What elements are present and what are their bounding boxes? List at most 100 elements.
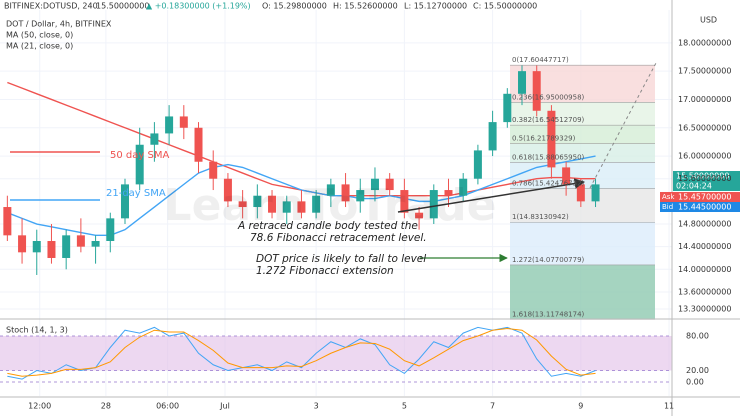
y-tick-label: 14.80000000 xyxy=(678,220,731,229)
countdown: 02:04:24 xyxy=(676,182,712,191)
candle-body xyxy=(415,212,424,219)
candle-body xyxy=(282,201,291,213)
symbol: BITFINEX:DOTUSD, 240 xyxy=(4,2,98,11)
pair: DOT / Dollar, 4h, BITFINEX xyxy=(6,20,112,29)
y-tick-label: 13.30000000 xyxy=(678,304,731,313)
candle-body xyxy=(326,184,335,196)
x-tick-label: 5 xyxy=(402,402,407,411)
candle-body xyxy=(488,122,497,151)
candle-body xyxy=(209,161,218,179)
fib-label: 1.618(13.11748174) xyxy=(512,310,585,318)
fib-zone xyxy=(510,125,655,144)
candle-body xyxy=(194,127,203,162)
y-tick-label: 14.40000000 xyxy=(678,242,731,251)
fib-zone xyxy=(510,264,655,320)
x-tick-label: 9 xyxy=(578,402,583,411)
candle-body xyxy=(547,110,556,168)
high: H: 15.52600000 xyxy=(333,2,398,11)
candle-body xyxy=(120,184,129,219)
y-tick-label: 16.50000000 xyxy=(678,123,731,132)
candle-body xyxy=(150,133,159,145)
candle-body xyxy=(106,218,115,241)
bid-value: 15.44500000 xyxy=(678,203,731,212)
watermark: LearnToTrade xyxy=(164,180,497,231)
annotation: 21-day SMA xyxy=(106,188,166,199)
candle-body xyxy=(400,190,409,213)
price-tag xyxy=(673,171,740,191)
fib-label: 0.618(15.88065950) xyxy=(512,153,585,161)
candle-body xyxy=(62,235,71,258)
stoch-tick-label: 80.00 xyxy=(686,331,709,340)
close: C: 15.50000000 xyxy=(473,2,537,11)
x-tick-label: 06:00 xyxy=(156,402,179,411)
header: BITFINEX:DOTUSD, 240 15.50000000 ▲ +0.18… xyxy=(4,2,717,51)
y-tick-label: 18.00000000 xyxy=(678,38,731,47)
legend-ma21: MA (21, close, 0) xyxy=(6,42,73,51)
candle-body xyxy=(268,195,277,213)
legend-ma50: MA (50, close, 0) xyxy=(6,31,73,40)
y-tick-label: 16.00000000 xyxy=(678,152,731,161)
candle-body xyxy=(503,93,512,123)
annotation: 50 day SMA xyxy=(110,150,169,161)
y-tick-label: 17.00000000 xyxy=(678,95,731,104)
x-tick-label: 12:00 xyxy=(28,402,51,411)
candle-body xyxy=(370,178,379,191)
candle-body xyxy=(341,184,350,202)
last: 15.50000000 xyxy=(96,2,149,11)
stoch-tick-label: 20.00 xyxy=(686,366,709,375)
stoch-band xyxy=(0,335,672,371)
y-tick-label: 17.50000000 xyxy=(678,67,731,76)
y-tick-label: 15.60000000 xyxy=(678,174,731,183)
candle-body xyxy=(18,235,27,253)
candle-body xyxy=(591,184,600,202)
candle-body xyxy=(385,178,394,191)
candle-body xyxy=(297,201,306,213)
arrow xyxy=(397,178,586,213)
fib-zone xyxy=(510,102,655,126)
background xyxy=(0,10,672,396)
fib-label: 1(14.83130942) xyxy=(512,213,569,221)
bid-label: Bid xyxy=(662,203,673,211)
price-tag-text: 15.50000000 xyxy=(676,172,729,181)
candle-body xyxy=(518,71,527,94)
candle-body xyxy=(444,190,453,196)
candle-body xyxy=(32,241,41,253)
currency: USD xyxy=(700,16,717,25)
x-tick-label: 3 xyxy=(314,402,319,411)
candle-body xyxy=(253,195,262,208)
fib-label: 0.5(16.21789329) xyxy=(512,135,576,143)
candle-body xyxy=(532,71,541,111)
fib-label: 0.236(16.95000958) xyxy=(512,93,585,101)
fib-label: 1.272(14.07700779) xyxy=(512,256,585,264)
candle-body xyxy=(356,190,365,202)
candle-body xyxy=(179,116,188,128)
candle-body xyxy=(312,195,321,213)
candle-body xyxy=(91,241,100,247)
x-tick-label: 28 xyxy=(101,402,111,411)
candle-body xyxy=(459,178,468,196)
price-tags: 15.50000000 02:04:24 Ask 15.45700000 Bid… xyxy=(660,171,740,212)
annotation: 78.6 Fibonacci retracement level. xyxy=(250,232,427,244)
candle-body xyxy=(238,201,247,208)
bid-tag xyxy=(660,202,740,212)
y-tick-label: 13.60000000 xyxy=(678,287,731,296)
ask-value: 15.45700000 xyxy=(678,193,731,202)
candle-body xyxy=(562,167,571,185)
candle-body xyxy=(473,150,482,179)
fib-label: 0.382(16.54512709) xyxy=(512,116,585,124)
stoch-tick-label: 0.00 xyxy=(686,378,704,387)
fib-zone xyxy=(510,222,655,265)
y-tick-label: 14.00000000 xyxy=(678,265,731,274)
change: ▲ +0.18300000 (+1.19%) xyxy=(146,2,251,11)
x-tick-label: 7 xyxy=(490,402,495,411)
candle-body xyxy=(76,235,85,247)
stoch-line xyxy=(7,327,596,377)
annotation: 1.272 Fibonacci extension xyxy=(256,265,394,277)
candle-body xyxy=(429,190,438,219)
fib-label: 0(17.60447717) xyxy=(512,56,569,64)
plot-area xyxy=(3,65,600,380)
x-tick-label: Jul xyxy=(219,402,230,411)
annotation: DOT price is likely to fall to level xyxy=(256,253,426,265)
ask-label: Ask xyxy=(662,193,675,201)
